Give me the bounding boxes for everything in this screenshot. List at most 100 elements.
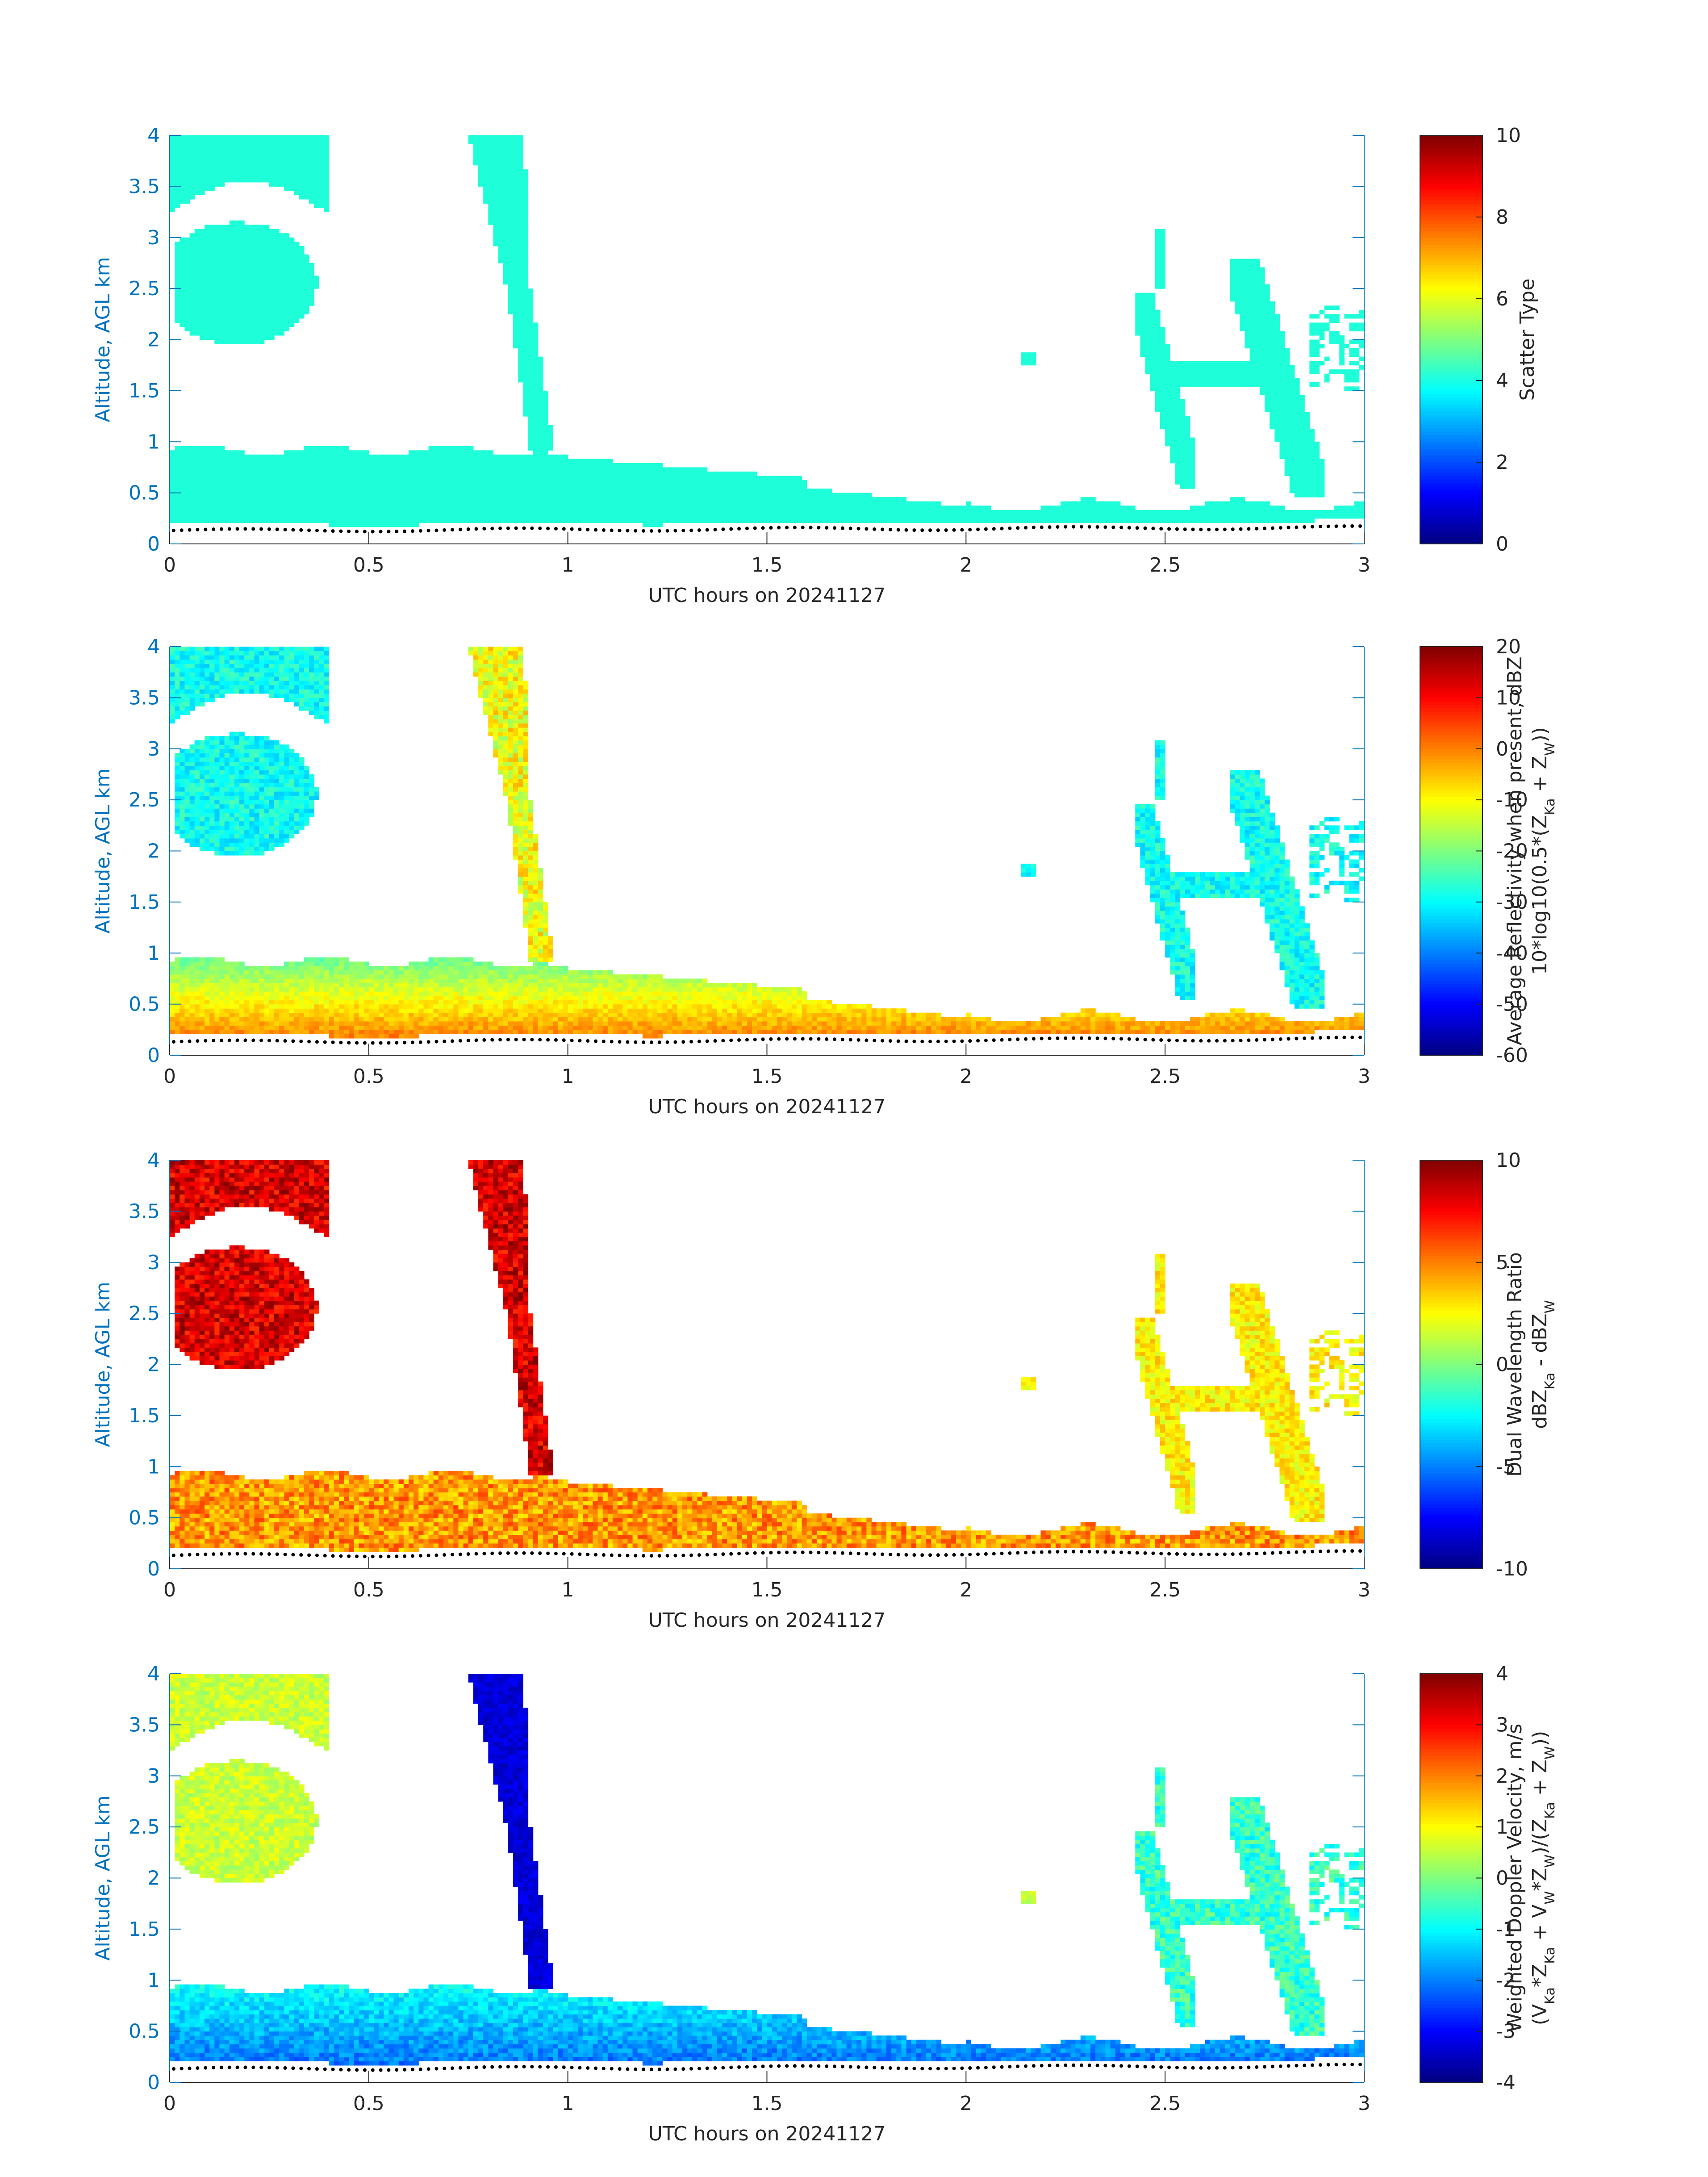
heatmap-cell (230, 135, 235, 140)
heatmap-cell (364, 455, 369, 459)
heatmap-cell (225, 276, 230, 280)
heatmap-cell (971, 510, 976, 514)
heatmap-cell (239, 467, 245, 472)
heatmap-cell (259, 135, 265, 140)
heatmap-cell (1170, 395, 1175, 399)
heatmap-cell (578, 463, 583, 468)
heatmap-cell (205, 225, 210, 229)
heatmap-cell (1170, 378, 1175, 382)
heatmap-cell (1210, 369, 1215, 374)
heatmap-cell (180, 493, 185, 497)
heatmap-cell (483, 165, 489, 170)
heatmap-cell (1230, 297, 1235, 301)
heatmap-cell (279, 250, 284, 255)
heatmap-cell (1180, 374, 1186, 378)
heatmap-cell (1155, 369, 1161, 374)
heatmap-cell (209, 293, 215, 297)
heatmap-cell (951, 510, 956, 514)
heatmap-cell (214, 242, 220, 246)
heatmap-cell (259, 455, 265, 459)
heatmap-cell (309, 280, 314, 284)
heatmap-cell (200, 514, 205, 518)
heatmap-cell (523, 272, 528, 276)
heatmap-cell (513, 225, 518, 229)
heatmap-cell (523, 318, 528, 323)
heatmap-cell (822, 489, 827, 493)
heatmap-cell (657, 522, 663, 527)
heatmap-cell (1175, 438, 1180, 442)
heatmap-cell (523, 204, 528, 208)
heatmap-cell (369, 518, 374, 523)
heatmap-cell (269, 510, 275, 514)
heatmap-cell (563, 476, 568, 481)
heatmap-cell (259, 480, 265, 485)
heatmap-cell (468, 459, 474, 463)
heatmap-cell (697, 514, 702, 518)
heatmap-cell (294, 314, 300, 318)
heatmap-cell (284, 493, 289, 497)
heatmap-cell (443, 446, 449, 451)
heatmap-cell (284, 310, 289, 314)
heatmap-cell (230, 489, 235, 493)
heatmap-cell (269, 501, 275, 506)
heatmap-cell (508, 514, 514, 518)
heatmap-cell (717, 501, 722, 506)
heatmap-cell (852, 501, 857, 506)
heatmap-cell (1250, 293, 1255, 297)
heatmap-cell (483, 518, 489, 523)
heatmap-cell (777, 506, 782, 510)
heatmap-cell (195, 501, 200, 506)
heatmap-cell (349, 510, 354, 514)
heatmap-cell (682, 501, 688, 506)
heatmap-cell (787, 489, 792, 493)
heatmap-cell (319, 450, 324, 455)
heatmap-cell (209, 272, 215, 276)
heatmap-cell (1026, 361, 1031, 365)
heatmap-cell (538, 408, 543, 412)
heatmap-cell (259, 476, 265, 481)
heatmap-cell (956, 518, 961, 523)
heatmap-cell (175, 455, 180, 459)
heatmap-cell (1285, 369, 1290, 374)
heatmap-cell (747, 472, 752, 476)
heatmap-cell (508, 144, 514, 148)
heatmap-cell (757, 497, 762, 501)
heatmap-cell (284, 272, 289, 276)
heatmap-cell (717, 489, 722, 493)
heatmap-cell (707, 497, 713, 501)
heatmap-cell (269, 305, 275, 310)
heatmap-cell (219, 135, 225, 140)
heatmap-cell (493, 233, 498, 238)
heatmap-cell (643, 489, 648, 493)
heatmap-cell (230, 467, 235, 472)
heatmap-cell (622, 480, 628, 485)
heatmap-cell (1165, 408, 1170, 412)
heatmap-cell (578, 459, 583, 463)
heatmap-cell (483, 450, 489, 455)
heatmap-cell (184, 259, 190, 263)
heatmap-cell (1299, 416, 1305, 421)
heatmap-cell (1175, 425, 1180, 429)
heatmap-cell (856, 493, 862, 497)
heatmap-cell (344, 450, 349, 455)
heatmap-cell (633, 467, 638, 472)
heatmap-cell (1320, 335, 1325, 340)
heatmap-cell (553, 480, 558, 485)
heatmap-cell (513, 191, 518, 195)
heatmap-cell (319, 446, 324, 451)
heatmap-cell (578, 493, 583, 497)
heatmap-cell (528, 344, 534, 348)
heatmap-cell (1240, 327, 1245, 331)
heatmap-cell (1299, 455, 1305, 459)
heatmap-cell (483, 140, 489, 144)
heatmap-cell (498, 472, 504, 476)
heatmap-cell (1295, 476, 1300, 481)
heatmap-cell (394, 476, 399, 481)
heatmap-cell (1185, 472, 1190, 476)
heatmap-cell (488, 485, 493, 489)
heatmap-cell (518, 506, 523, 510)
heatmap-cell (259, 331, 265, 335)
heatmap-cell (583, 501, 588, 506)
heatmap-cell (1155, 386, 1161, 391)
heatmap-cell (802, 485, 807, 489)
